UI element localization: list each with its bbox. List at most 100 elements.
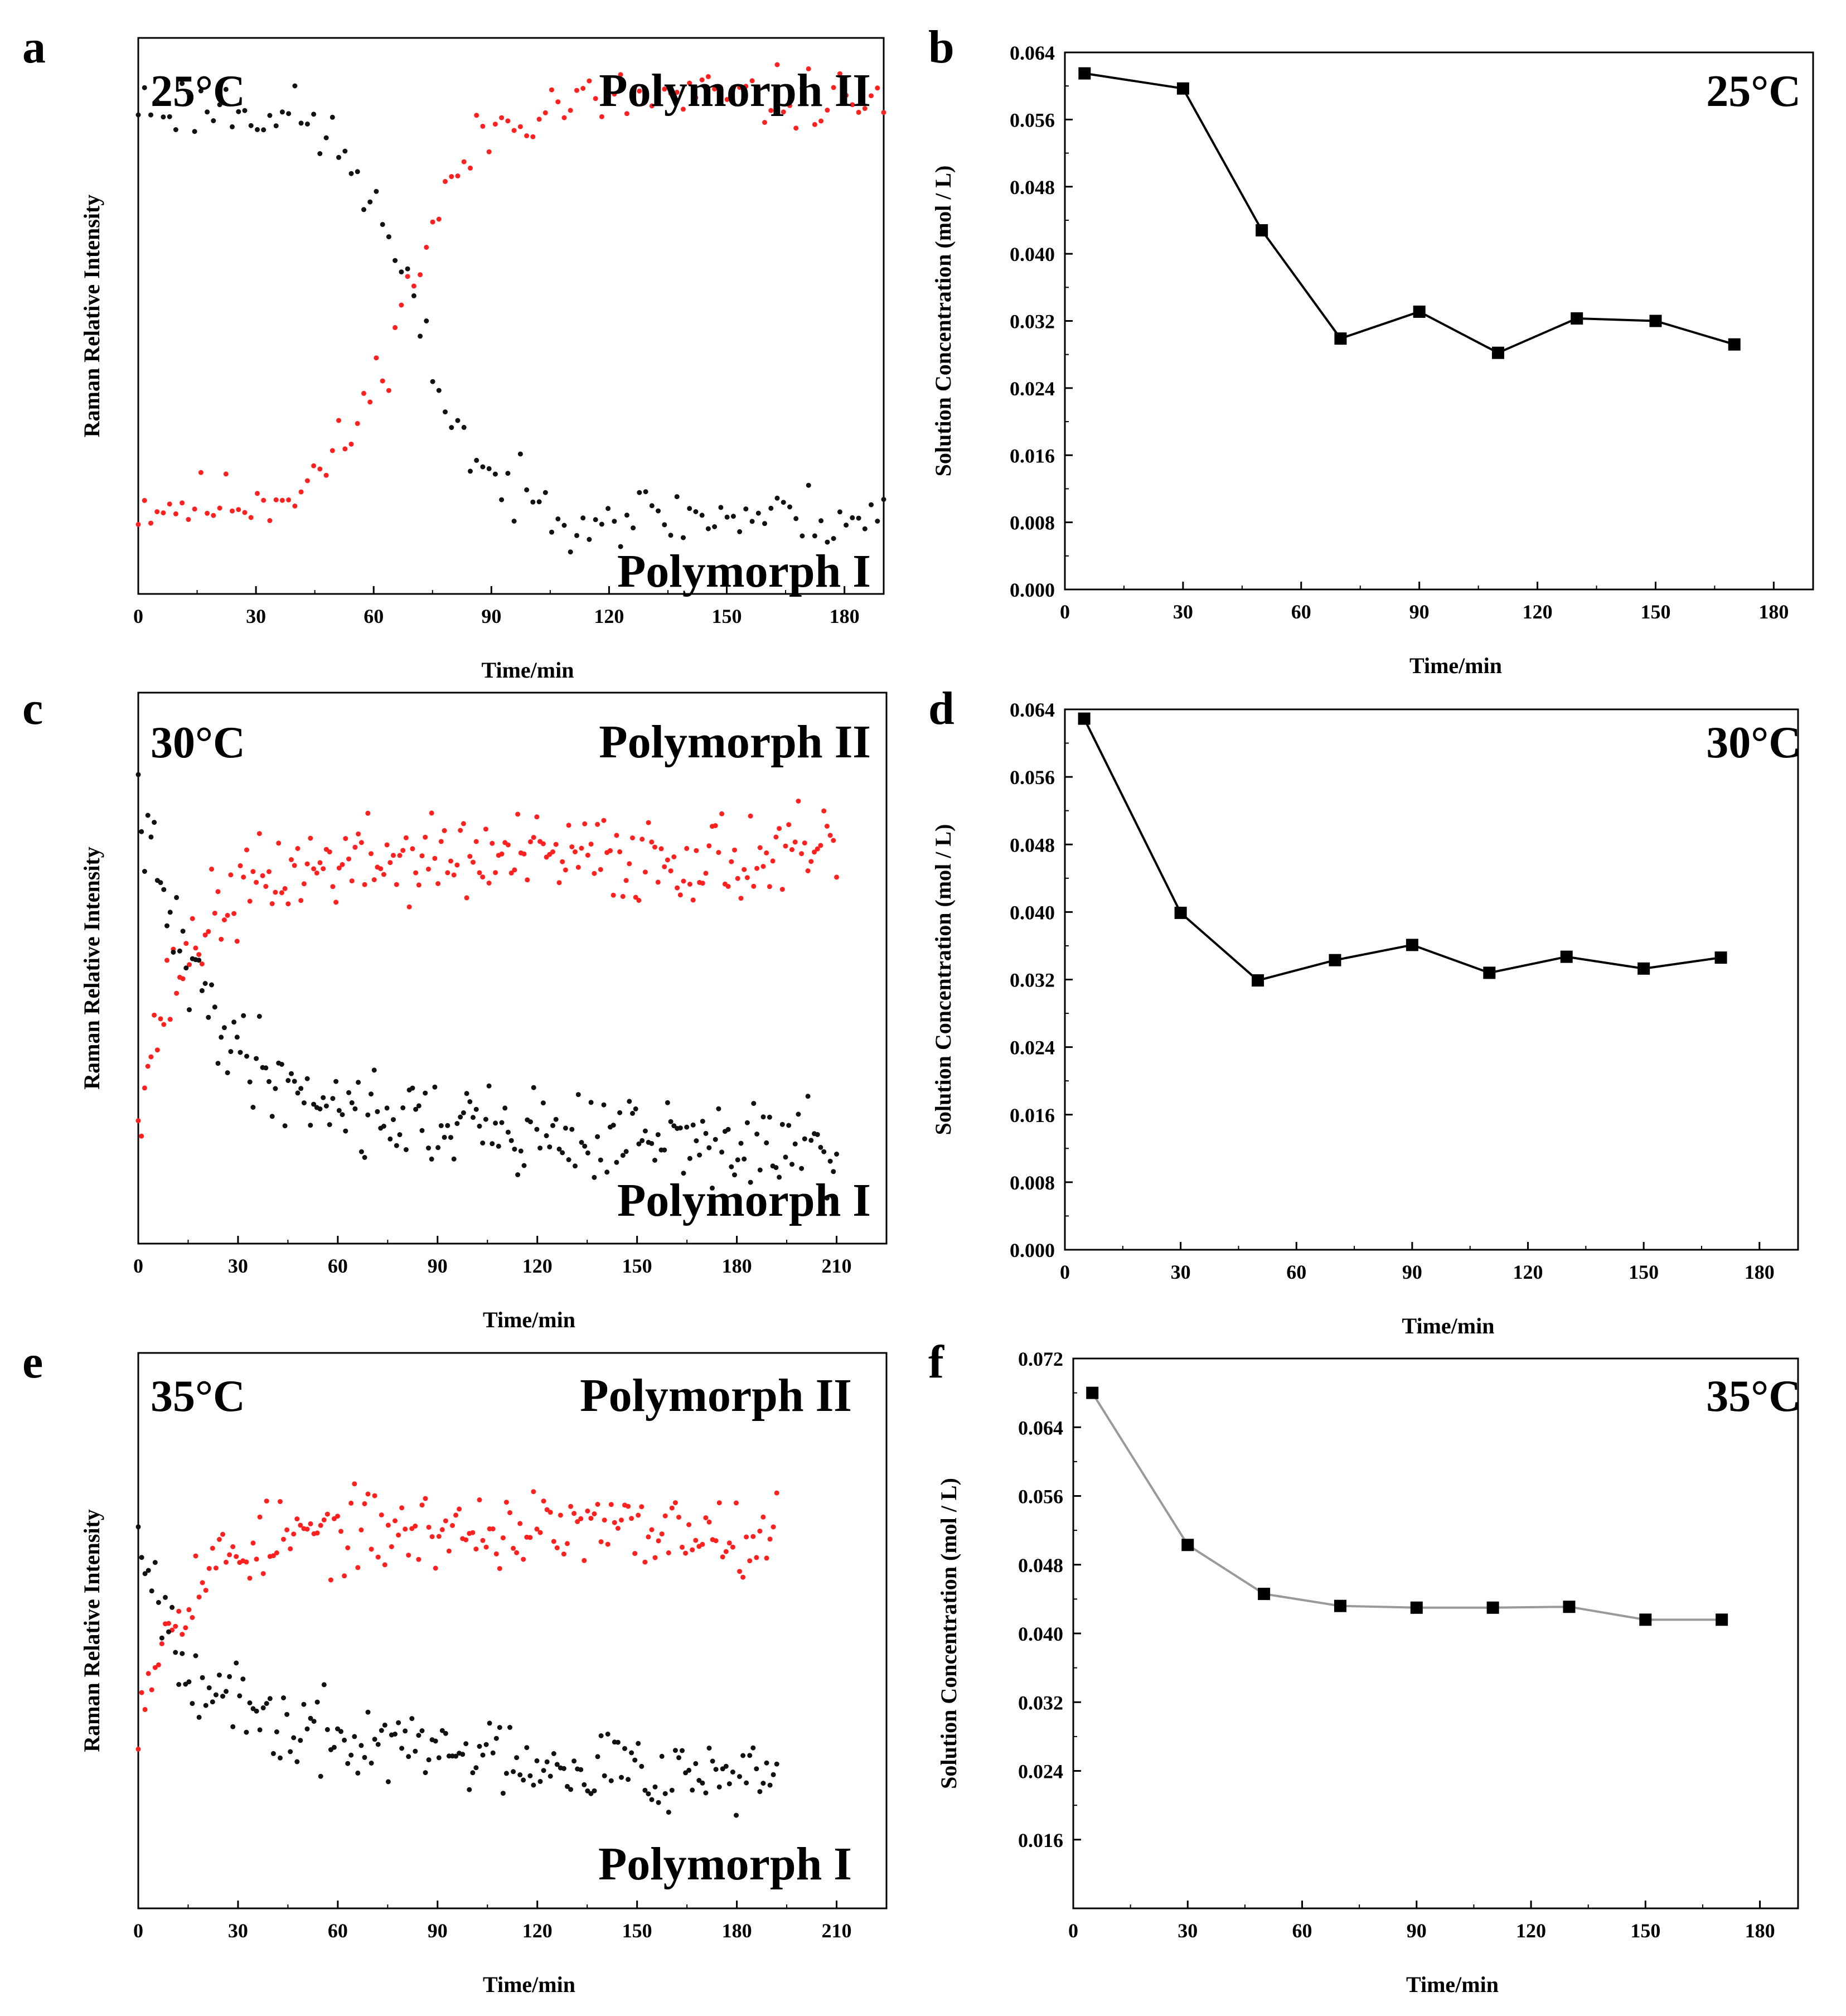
data-point (619, 1775, 624, 1780)
data-point (340, 1112, 345, 1118)
data-point (154, 98, 160, 104)
data-point (348, 1752, 354, 1758)
data-point (493, 1551, 499, 1556)
data-point (348, 171, 354, 176)
data-point (705, 74, 711, 79)
data-point (145, 813, 151, 818)
data-point (330, 1096, 336, 1101)
data-point (224, 1689, 229, 1694)
data-point (323, 1103, 329, 1109)
data-point (783, 843, 788, 849)
data-point (844, 523, 849, 528)
x-tick-label: 30 (1173, 601, 1193, 623)
data-point (730, 1770, 735, 1775)
data-point (171, 950, 176, 955)
data-point (747, 1558, 753, 1564)
data-point (159, 1641, 164, 1646)
data-point (623, 878, 629, 883)
data-point (677, 892, 683, 898)
data-point (234, 939, 240, 944)
data-point (676, 1515, 681, 1520)
data-point (582, 821, 588, 826)
data-point (1560, 950, 1573, 963)
data-point (314, 1530, 320, 1536)
data-point (260, 873, 265, 878)
data-point (219, 1034, 224, 1040)
data-point (831, 536, 836, 542)
data-point (403, 1147, 409, 1152)
data-point (680, 1748, 685, 1753)
data-point (403, 1728, 408, 1734)
data-point (247, 1575, 253, 1581)
data-point (321, 1517, 327, 1522)
data-point (604, 1169, 610, 1175)
data-point (712, 86, 718, 92)
data-point (328, 1577, 333, 1583)
data-point (777, 826, 782, 831)
data-point (821, 1149, 827, 1154)
data-point (135, 1524, 141, 1530)
data-point (374, 188, 379, 194)
data-point (480, 1752, 486, 1758)
x-tick-label: 0 (1060, 1261, 1070, 1283)
data-point (308, 1521, 313, 1526)
panel-label: b (928, 21, 955, 73)
data-point (1176, 82, 1189, 95)
data-point (726, 1540, 732, 1546)
x-tick-label: 0 (1060, 601, 1070, 623)
data-point (286, 111, 292, 117)
data-point (511, 128, 517, 133)
data-point (815, 846, 820, 852)
y-tick-label: 0.000 (1010, 1239, 1055, 1261)
data-point (471, 859, 476, 865)
data-point (217, 102, 222, 108)
data-point (247, 1079, 253, 1085)
data-point (530, 134, 536, 139)
data-point (517, 451, 523, 457)
data-point (662, 1513, 668, 1519)
data-point (193, 1653, 198, 1659)
data-point (403, 835, 409, 840)
data-point (152, 1560, 158, 1565)
data-point (805, 868, 811, 873)
data-point (771, 1524, 776, 1530)
data-point (219, 936, 224, 942)
data-point (183, 941, 189, 946)
data-point (279, 497, 285, 503)
data-point (461, 159, 467, 165)
data-point (792, 1141, 798, 1147)
data-point (451, 1156, 457, 1162)
data-point (372, 1737, 377, 1742)
data-point (443, 1518, 448, 1524)
x-tick-label: 150 (1640, 601, 1670, 623)
data-point (333, 900, 339, 905)
data-point (662, 1147, 667, 1153)
data-point (301, 1701, 307, 1707)
data-point (273, 889, 278, 895)
data-point (295, 1090, 301, 1096)
x-tick-label: 90 (428, 1920, 448, 1942)
data-point (492, 471, 498, 477)
data-point (806, 66, 811, 71)
data-point (1329, 954, 1341, 966)
data-point (592, 1174, 597, 1180)
data-point (206, 929, 211, 934)
data-point (588, 842, 594, 847)
data-point (139, 829, 144, 834)
data-point (291, 1735, 297, 1741)
data-point (255, 491, 260, 496)
data-point (228, 872, 234, 878)
data-point (426, 867, 431, 872)
data-point (458, 828, 463, 833)
data-point (555, 516, 561, 521)
data-point (649, 1527, 655, 1532)
data-point (372, 1493, 377, 1498)
data-point (1258, 1588, 1271, 1601)
data-point (754, 1555, 759, 1560)
data-point (1637, 962, 1650, 975)
data-point (467, 1099, 473, 1104)
data-point (317, 860, 323, 866)
data-point (202, 981, 208, 986)
data-point (304, 1726, 310, 1732)
data-point (382, 1562, 387, 1568)
